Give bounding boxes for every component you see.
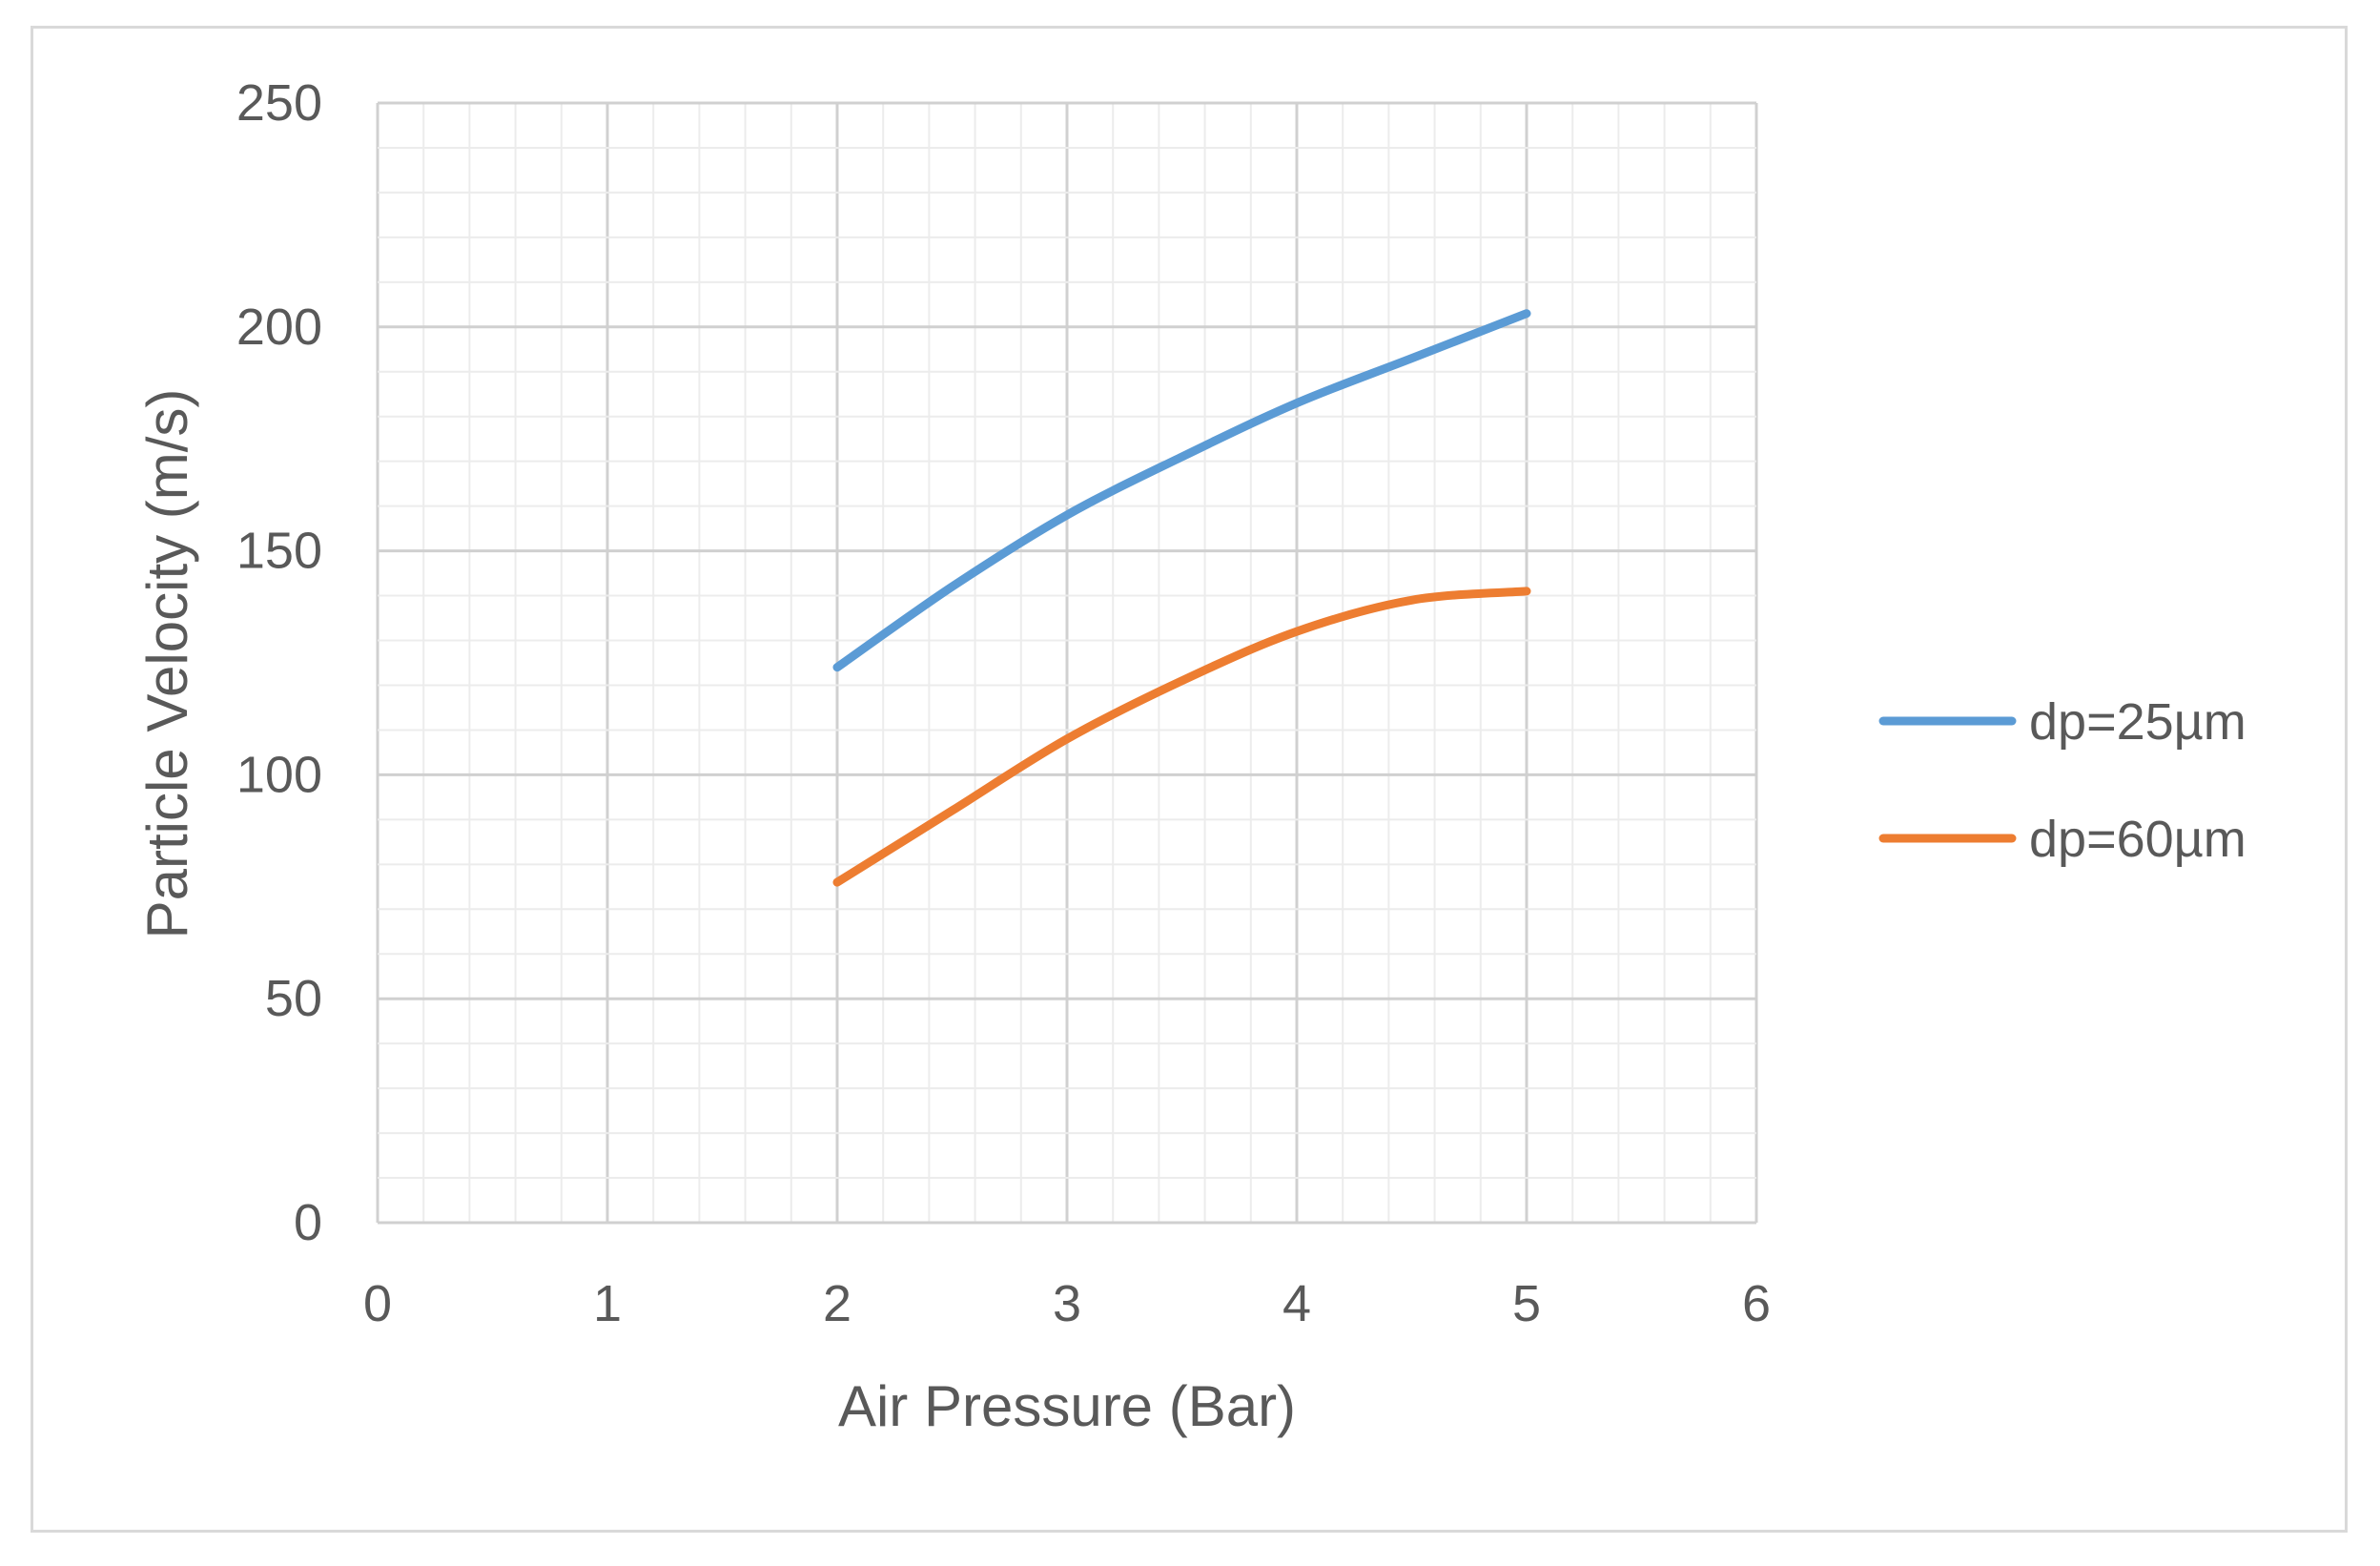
x-tick-label: 3 [1053, 1275, 1081, 1332]
legend-label: dp=25µm [2029, 693, 2247, 751]
series-line-2 [832, 587, 1531, 887]
x-tick-label: 4 [1282, 1275, 1311, 1332]
series-lines [832, 309, 1531, 887]
x-axis-label: Air Pressure (Bar) [838, 1374, 1296, 1438]
y-tick-label: 100 [236, 746, 322, 803]
x-tick-label: 6 [1742, 1275, 1771, 1332]
x-tick-label: 1 [593, 1275, 622, 1332]
chart-frame [31, 26, 2348, 1533]
y-tick-label: 50 [265, 970, 322, 1027]
x-tick-label: 5 [1512, 1275, 1541, 1332]
x-tick-label: 2 [823, 1275, 851, 1332]
grid [376, 101, 1758, 1225]
y-tick-label: 0 [294, 1194, 322, 1251]
y-tick-label: 200 [236, 299, 322, 356]
y-axis-label: Particle Velocity (m/s) [135, 389, 199, 939]
legend: dp=25µm dp=60µm [1878, 693, 2247, 868]
y-tick-label: 250 [236, 74, 322, 132]
x-tick-label: 0 [363, 1275, 392, 1332]
y-tick-label: 150 [236, 523, 322, 580]
series-line-1 [832, 309, 1531, 672]
tick-labels: 0 1 2 3 4 5 6 0 50 100 150 200 250 [236, 74, 1771, 1332]
legend-label: dp=60µm [2029, 811, 2247, 868]
